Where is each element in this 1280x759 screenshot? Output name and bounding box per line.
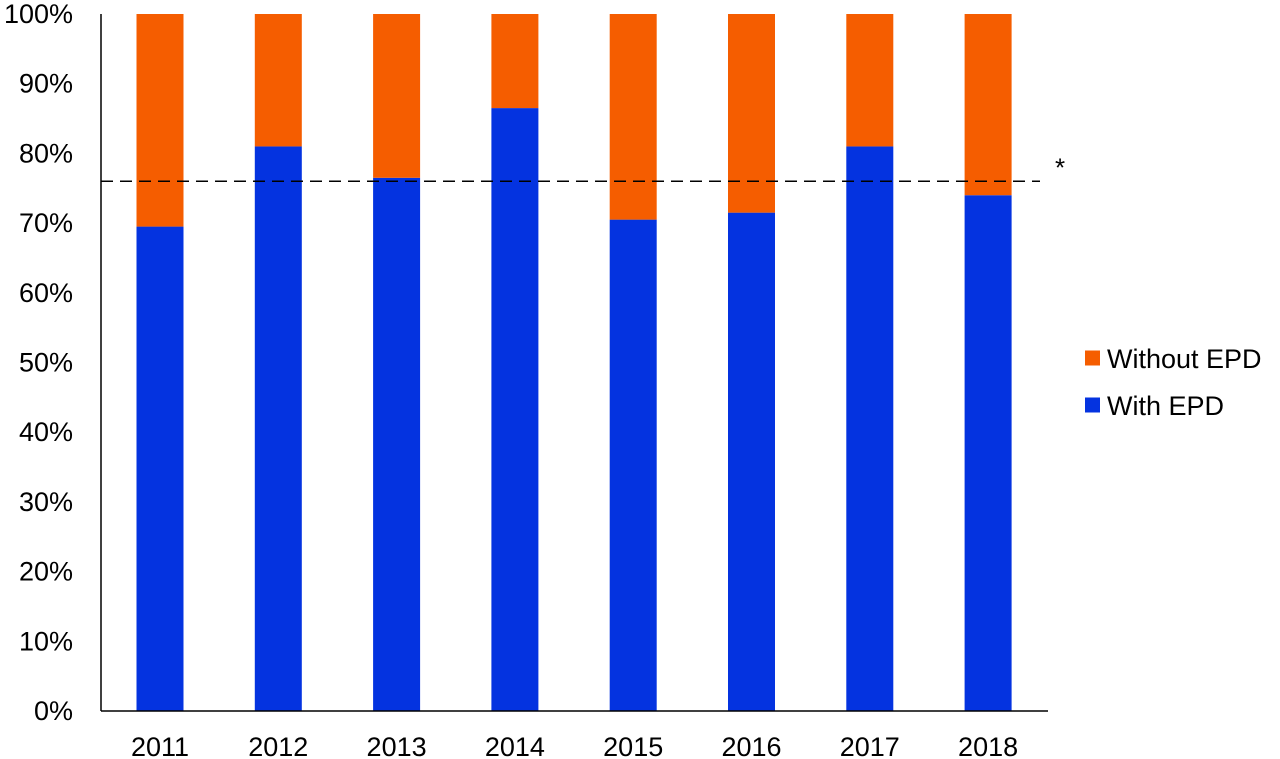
y-tick-label: 40%: [19, 417, 73, 447]
legend: Without EPD With EPD: [1085, 344, 1262, 421]
y-tick-label: 70%: [19, 208, 73, 238]
bar-with-epd-2012: [254, 146, 302, 711]
bars-group: [136, 14, 1012, 712]
y-tick-label: 100%: [4, 0, 73, 29]
bar-without-epd-2015: [609, 14, 657, 220]
x-tick-label: 2018: [958, 732, 1018, 759]
bar-without-epd-2013: [373, 14, 421, 178]
bar-without-epd-2011: [136, 14, 184, 227]
bar-without-epd-2014: [491, 14, 539, 109]
x-tick-label: 2013: [367, 732, 427, 759]
y-tick-label: 80%: [19, 138, 73, 168]
bar-with-epd-2014: [491, 108, 539, 712]
bar-with-epd-2016: [728, 212, 775, 711]
x-tick-label: 2017: [840, 732, 900, 759]
y-tick-label: 0%: [34, 696, 73, 726]
bar-with-epd-2015: [609, 219, 657, 712]
bar-with-epd-2013: [373, 177, 421, 712]
x-tick-label: 2015: [603, 732, 663, 759]
legend-swatch-without-epd: [1085, 350, 1100, 366]
bar-with-epd-2018: [964, 195, 1012, 712]
bar-without-epd-2012: [254, 14, 302, 147]
x-tick-label: 2014: [485, 732, 545, 759]
axes: [100, 14, 1048, 712]
y-tick-label: 50%: [19, 348, 73, 378]
y-tick-label: 20%: [19, 557, 73, 587]
x-axis-tick-labels: 2011 2012 2013 2014 2015 2016 2017 2018: [131, 732, 1018, 759]
x-tick-label: 2012: [248, 732, 308, 759]
legend-swatch-with-epd: [1085, 397, 1100, 413]
legend-label-without-epd: Without EPD: [1107, 344, 1262, 374]
legend-label-with-epd: With EPD: [1107, 391, 1224, 421]
y-axis-tick-labels: 0% 10% 20% 30% 40% 50% 60% 70% 80% 90% 100%: [4, 0, 73, 726]
y-tick-label: 90%: [19, 69, 73, 99]
bar-without-epd-2018: [964, 14, 1012, 196]
y-tick-label: 60%: [19, 278, 73, 308]
x-tick-label: 2016: [721, 732, 781, 759]
y-tick-label: 10%: [19, 626, 73, 656]
bar-with-epd-2017: [846, 146, 894, 711]
y-tick-label: 30%: [19, 487, 73, 517]
bar-without-epd-2017: [846, 14, 894, 147]
reference-line-group: *: [101, 152, 1065, 182]
bar-with-epd-2011: [136, 226, 184, 711]
reference-annotation: *: [1055, 152, 1065, 182]
bar-without-epd-2016: [728, 14, 775, 213]
x-tick-label: 2011: [131, 732, 189, 759]
